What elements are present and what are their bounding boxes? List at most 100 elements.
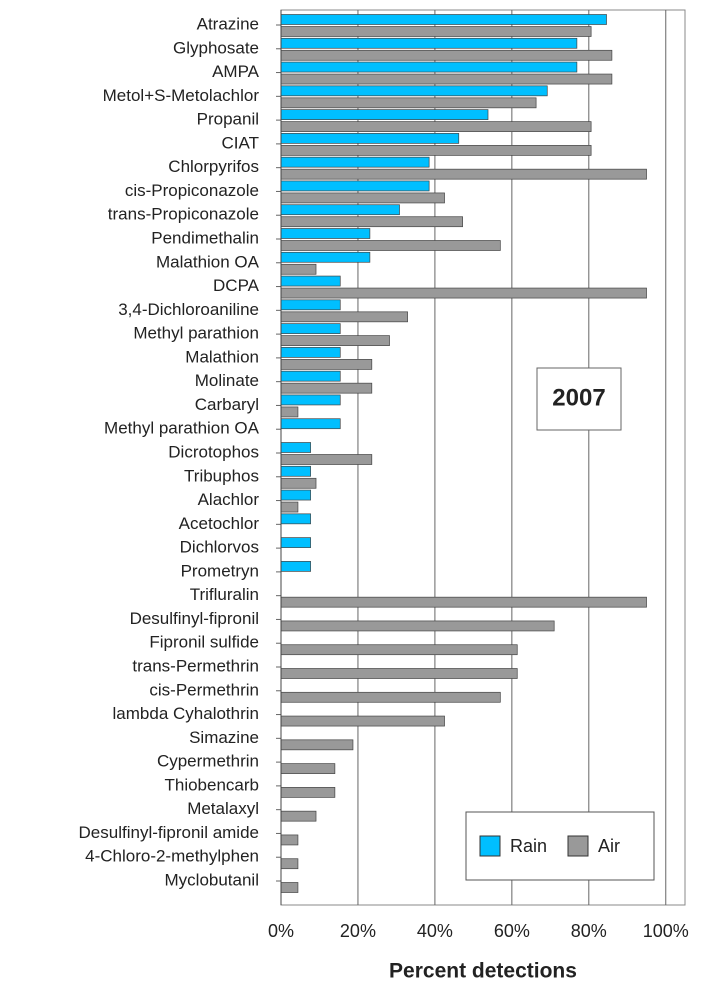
bar	[280, 299, 341, 311]
bar	[280, 858, 299, 870]
bar	[280, 97, 537, 109]
x-tick-label: 20%	[340, 921, 376, 941]
bar	[280, 263, 317, 275]
category-label: Thiobencarb	[164, 775, 259, 794]
bar	[280, 240, 501, 251]
category-label: Metol+S-Metolachlor	[103, 86, 260, 105]
category-label: Chlorpyrifos	[168, 157, 259, 176]
category-label: Myclobutanil	[165, 870, 260, 889]
x-tick-label: 80%	[571, 921, 607, 941]
bar	[280, 382, 373, 394]
bar	[280, 882, 299, 893]
bar	[280, 61, 578, 73]
category-label: Metalaxyl	[187, 799, 259, 818]
bar	[280, 477, 317, 489]
category-label: Propanil	[197, 110, 259, 129]
bar	[280, 121, 592, 132]
legend-swatch	[479, 835, 501, 857]
category-label: Alachlor	[198, 490, 260, 509]
bar	[280, 418, 341, 430]
bar	[280, 644, 518, 656]
bar	[280, 370, 341, 382]
bar	[280, 537, 311, 548]
bar	[280, 133, 460, 144]
category-label: Acetochlor	[179, 514, 260, 533]
category-label: AMPA	[212, 62, 260, 81]
bar	[280, 109, 489, 120]
category-label: Malathion OA	[156, 252, 260, 271]
category-label: cis-Propiconazole	[125, 181, 259, 200]
bar	[280, 561, 311, 572]
category-label: cis-Permethrin	[149, 680, 259, 699]
category-label: DCPA	[213, 276, 260, 295]
bar	[280, 251, 371, 263]
category-label: Methyl parathion OA	[104, 419, 260, 438]
bar	[280, 501, 299, 513]
bar	[280, 442, 311, 453]
bar	[280, 739, 354, 751]
bar	[280, 394, 341, 406]
bar	[280, 85, 548, 97]
category-label: Prometryn	[181, 561, 259, 580]
bar	[280, 715, 445, 727]
bar	[280, 620, 555, 632]
category-label: Pendimethalin	[151, 228, 259, 247]
category-label: Desulfinyl-fipronil	[130, 609, 259, 628]
bar	[280, 156, 430, 168]
x-tick-label: 0%	[268, 921, 294, 941]
bar	[280, 228, 371, 239]
category-label: Simazine	[189, 728, 259, 747]
bar	[280, 810, 317, 822]
bar	[280, 359, 373, 370]
category-label: trans-Propiconazole	[108, 205, 259, 224]
bar	[280, 454, 373, 465]
x-tick-label: 100%	[643, 921, 689, 941]
legend-label: Air	[598, 836, 620, 856]
category-label: Malathion	[185, 347, 259, 366]
bar	[280, 787, 336, 798]
category-label: Atrazine	[197, 14, 259, 33]
bar	[280, 73, 613, 85]
bar	[280, 513, 311, 525]
bar	[280, 763, 336, 774]
category-label: 3,4-Dichloroaniline	[118, 300, 259, 319]
bar	[280, 216, 463, 228]
bar	[280, 145, 592, 156]
category-label: Methyl parathion	[133, 324, 259, 343]
category-label: CIAT	[222, 133, 259, 152]
bar	[280, 37, 578, 49]
bar	[280, 180, 430, 192]
category-label: Cypermethrin	[157, 752, 259, 771]
category-label: Tribuphos	[184, 466, 259, 485]
bar	[280, 465, 311, 477]
category-label: Dichlorvos	[180, 538, 259, 557]
bar	[280, 834, 299, 846]
category-label: Molinate	[195, 371, 259, 390]
bar	[280, 668, 518, 679]
bar	[280, 596, 647, 608]
category-label: Carbaryl	[195, 395, 259, 414]
bar	[280, 347, 341, 358]
bar	[280, 323, 341, 334]
bar	[280, 275, 341, 287]
bar	[280, 406, 299, 418]
x-tick-label: 40%	[417, 921, 453, 941]
bar	[280, 489, 311, 501]
bar	[280, 691, 501, 703]
bar	[280, 49, 613, 61]
annotation: 2007	[552, 384, 605, 411]
category-label: lambda Cyhalothrin	[113, 704, 259, 723]
bar	[280, 168, 647, 180]
bar	[280, 26, 592, 37]
x-tick-label: 60%	[494, 921, 530, 941]
bar	[280, 14, 607, 25]
category-label: Trifluralin	[190, 585, 259, 604]
category-label: Desulfinyl-fipronil amide	[79, 823, 259, 842]
legend-label: Rain	[510, 836, 547, 856]
category-label: trans-Permethrin	[132, 656, 259, 675]
bar	[280, 311, 408, 323]
annotation-box	[536, 367, 622, 431]
x-axis-label: Percent detections	[389, 960, 577, 983]
bar	[280, 335, 390, 346]
